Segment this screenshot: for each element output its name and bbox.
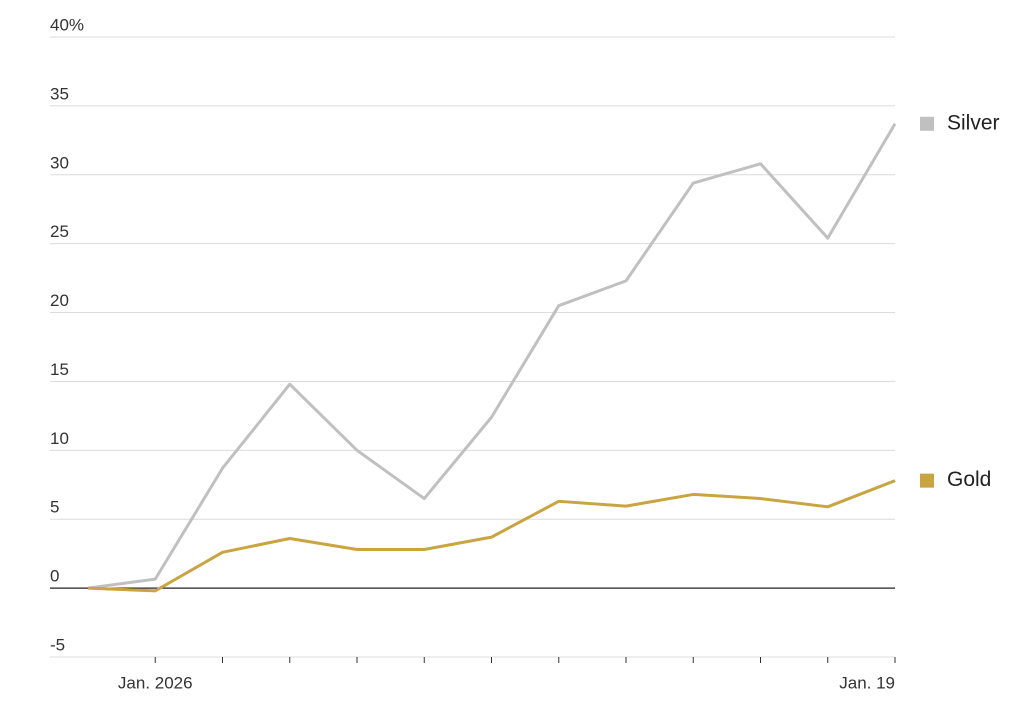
y-tick-label: 0 xyxy=(50,567,59,586)
legend-swatch xyxy=(920,116,934,131)
legend-label: Gold xyxy=(947,468,991,491)
y-tick-label: 40% xyxy=(50,15,84,34)
x-tick-label: Jan. 2026 xyxy=(118,673,193,692)
y-tick-label: -5 xyxy=(50,635,65,654)
series-line xyxy=(87,123,897,590)
y-tick-label: 25 xyxy=(50,222,69,241)
y-tick-label: 35 xyxy=(50,84,69,103)
y-tick-label: 15 xyxy=(50,360,69,379)
series-line xyxy=(87,479,896,593)
legend-swatch xyxy=(920,473,934,488)
legend-label: Silver xyxy=(947,111,1000,134)
y-tick-label: 30 xyxy=(50,153,69,172)
y-tick-label: 10 xyxy=(50,429,69,448)
y-tick-label: 5 xyxy=(50,498,59,517)
y-tick-label: 20 xyxy=(50,291,69,310)
x-tick-label: Jan. 19 xyxy=(839,673,895,692)
